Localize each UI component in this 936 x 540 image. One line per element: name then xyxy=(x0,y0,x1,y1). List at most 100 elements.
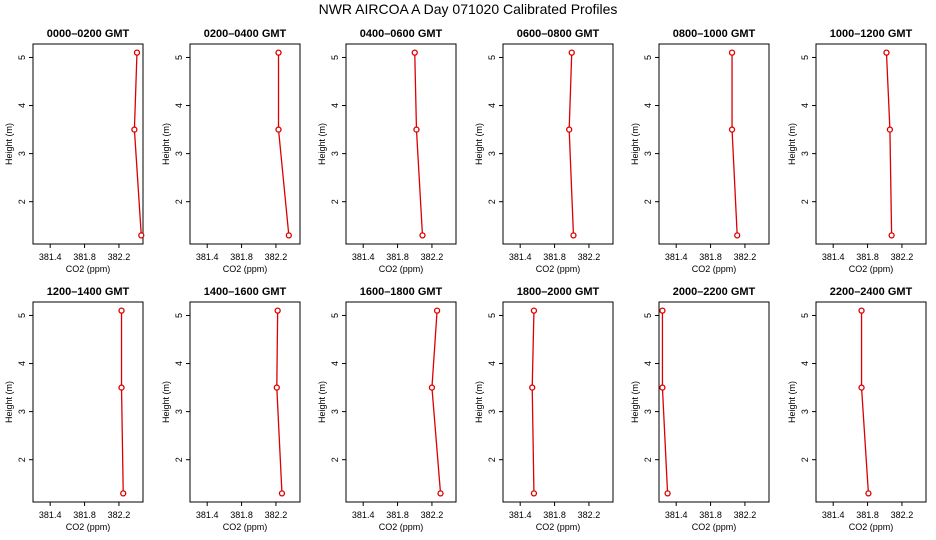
x-tick-label: 381.4 xyxy=(822,510,845,520)
plot-frame xyxy=(189,301,301,503)
x-tick-label: 381.8 xyxy=(386,510,409,520)
plot-frame xyxy=(345,43,457,245)
data-point xyxy=(858,307,865,314)
plot-frame xyxy=(189,43,301,245)
panel-title: 0600–0800 GMT xyxy=(517,28,600,40)
data-point xyxy=(419,232,426,239)
plot-frame xyxy=(815,43,927,245)
x-tick-label: 381.4 xyxy=(665,252,688,262)
y-tick-label: 4 xyxy=(800,103,810,108)
plot-frame xyxy=(658,43,770,245)
panel-title: 0400–0600 GMT xyxy=(360,28,443,40)
data-point xyxy=(664,490,671,497)
panel-title: 2000–2200 GMT xyxy=(673,286,756,298)
data-point xyxy=(858,384,865,391)
y-axis-label: Height (m) xyxy=(317,123,327,165)
panel-title: 0200–0400 GMT xyxy=(204,28,287,40)
profile-line xyxy=(414,52,424,236)
data-point xyxy=(529,384,536,391)
plot-frame xyxy=(658,301,770,503)
panel-title: 1600–1800 GMT xyxy=(360,286,443,298)
x-axis-label: CO2 (ppm) xyxy=(66,522,111,532)
x-tick-label: 382.2 xyxy=(734,510,757,520)
data-point xyxy=(568,49,575,56)
y-tick-label: 2 xyxy=(330,199,340,204)
x-tick-label: 381.8 xyxy=(543,252,566,262)
y-tick-label: 3 xyxy=(330,409,340,414)
y-tick-label: 5 xyxy=(330,55,340,60)
x-tick-label: 382.2 xyxy=(734,252,757,262)
panel-title: 0000–0200 GMT xyxy=(47,28,130,40)
data-point xyxy=(566,126,573,133)
x-tick-label: 382.2 xyxy=(265,252,288,262)
x-tick-label: 381.4 xyxy=(822,252,845,262)
plot-frame xyxy=(502,301,614,503)
plot-frame xyxy=(502,43,614,245)
y-tick-label: 2 xyxy=(17,457,27,462)
data-point xyxy=(285,232,292,239)
x-tick-label: 381.8 xyxy=(386,252,409,262)
y-axis-label: Height (m) xyxy=(4,123,14,165)
y-tick-label: 4 xyxy=(643,103,653,108)
y-tick-label: 5 xyxy=(17,313,27,318)
y-tick-label: 2 xyxy=(643,199,653,204)
data-point xyxy=(411,49,418,56)
data-point xyxy=(888,232,895,239)
y-tick-label: 5 xyxy=(643,313,653,318)
data-point xyxy=(278,490,286,497)
x-axis-label: CO2 (ppm) xyxy=(379,522,424,532)
data-point xyxy=(275,126,282,133)
y-tick-label: 3 xyxy=(330,151,340,156)
profile-line xyxy=(568,52,575,236)
x-axis-label: CO2 (ppm) xyxy=(536,264,581,274)
data-point xyxy=(728,126,736,133)
x-tick-label: 381.4 xyxy=(39,510,62,520)
y-axis-label: Height (m) xyxy=(474,381,484,423)
data-point xyxy=(659,307,666,314)
panel-title: 1000–1200 GMT xyxy=(830,28,913,40)
data-point xyxy=(138,232,145,239)
y-tick-label: 5 xyxy=(330,313,340,318)
y-axis-label: Height (m) xyxy=(161,381,171,423)
data-point xyxy=(728,49,736,56)
y-tick-label: 2 xyxy=(174,199,184,204)
x-tick-label: 381.8 xyxy=(230,252,253,262)
panel-title: 0800–1000 GMT xyxy=(673,28,756,40)
x-tick-label: 382.2 xyxy=(578,252,601,262)
y-tick-label: 4 xyxy=(17,103,27,108)
x-axis-label: CO2 (ppm) xyxy=(223,522,268,532)
x-tick-label: 382.2 xyxy=(891,510,914,520)
x-tick-label: 381.4 xyxy=(196,252,219,262)
profile-line xyxy=(661,310,669,494)
y-axis-label: Height (m) xyxy=(630,123,640,165)
data-point xyxy=(275,49,282,56)
data-point xyxy=(428,384,436,391)
x-tick-label: 382.2 xyxy=(108,252,131,262)
y-tick-label: 3 xyxy=(487,151,497,156)
data-point xyxy=(530,490,538,497)
x-axis-label: CO2 (ppm) xyxy=(379,264,424,274)
x-tick-label: 382.2 xyxy=(421,510,444,520)
x-tick-label: 381.8 xyxy=(856,510,879,520)
plot-frame xyxy=(345,301,457,503)
data-point xyxy=(734,232,741,239)
x-axis-label: CO2 (ppm) xyxy=(66,264,111,274)
x-tick-label: 382.2 xyxy=(578,510,601,520)
y-tick-label: 4 xyxy=(17,361,27,366)
y-tick-label: 2 xyxy=(643,457,653,462)
data-point xyxy=(413,126,420,133)
y-tick-label: 3 xyxy=(17,151,27,156)
profile-line xyxy=(133,52,142,236)
plot-frame xyxy=(815,301,927,503)
data-point xyxy=(274,307,281,314)
x-tick-label: 382.2 xyxy=(108,510,131,520)
y-axis-label: Height (m) xyxy=(630,381,640,423)
profile-line xyxy=(731,52,738,236)
x-tick-label: 381.4 xyxy=(352,510,375,520)
y-tick-label: 5 xyxy=(17,55,27,60)
panel-title: 1200–1400 GMT xyxy=(47,286,130,298)
data-point xyxy=(659,384,666,391)
data-point xyxy=(131,126,138,133)
x-tick-label: 382.2 xyxy=(421,252,444,262)
data-point xyxy=(570,232,577,239)
